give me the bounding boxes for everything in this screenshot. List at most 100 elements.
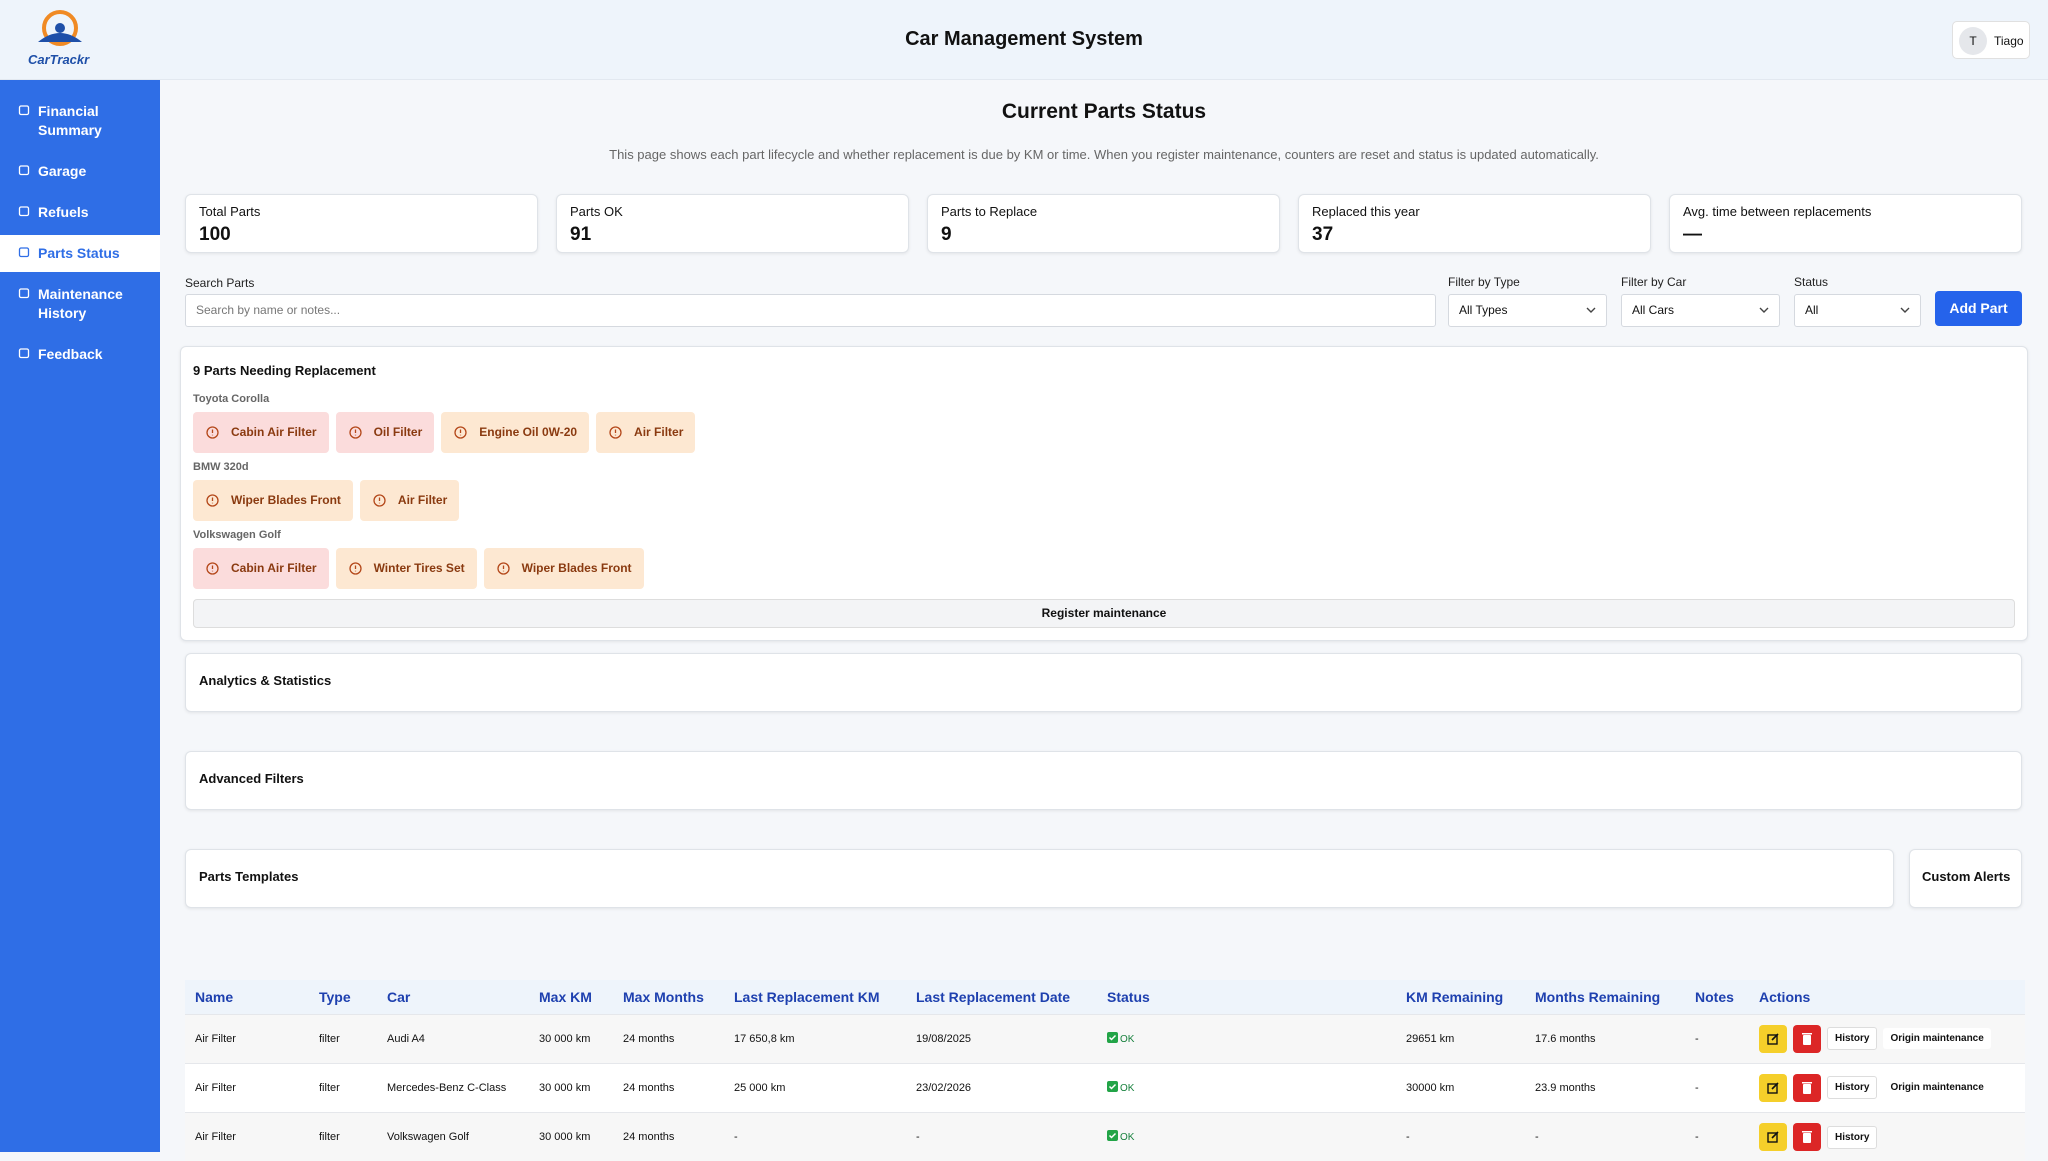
table-cell: 19/08/2025 — [906, 1013, 1097, 1063]
user-menu[interactable]: T Tiago — [1952, 21, 2030, 59]
nav-item[interactable]: Parts Status — [0, 235, 160, 272]
car-name: Toyota Corolla — [193, 393, 270, 405]
column-header: KM Remaining — [1396, 980, 1525, 1014]
templates-section[interactable]: Parts Templates — [185, 849, 1894, 908]
warning-icon — [348, 426, 362, 439]
stat-label: Avg. time between replacements — [1683, 204, 1872, 219]
chip-label: Cabin Air Filter — [231, 561, 317, 575]
car-select[interactable]: All Cars — [1621, 294, 1780, 327]
table-cell: 30 000 km — [529, 1111, 613, 1161]
car-label: Filter by Car — [1621, 275, 1687, 289]
table-cell: filter — [309, 1013, 377, 1063]
delete-button[interactable] — [1793, 1073, 1821, 1102]
nav-icon — [18, 348, 30, 359]
edit-button[interactable] — [1759, 1024, 1787, 1053]
table-cell: - — [724, 1111, 906, 1161]
part-chip[interactable]: Air Filter — [596, 412, 696, 453]
stat-value: — — [1683, 224, 1702, 245]
part-chip[interactable]: Cabin Air Filter — [193, 412, 329, 453]
nav-item[interactable]: Financial Summary — [0, 102, 160, 140]
table-cell: 30000 km — [1396, 1062, 1525, 1112]
sidebar: Financial Summary Garage Refuels Parts Stat… — [0, 80, 160, 1152]
advanced-section[interactable]: Advanced Filters — [185, 751, 2022, 810]
nav-label: Parts Status — [38, 245, 120, 261]
stat-value: 100 — [199, 224, 231, 245]
part-chip[interactable]: Wiper Blades Front — [483, 548, 644, 589]
action-button[interactable]: Origin maintenance — [1883, 1077, 1991, 1099]
table-row: Air Filter filter Audi A4 30 000 km 24 month… — [185, 1013, 2025, 1063]
car-group: Toyota Corolla Cabin Air Filter Oil Filter… — [193, 393, 702, 461]
delete-button[interactable] — [1793, 1024, 1821, 1053]
nav-icon — [18, 105, 30, 116]
part-chip[interactable]: Oil Filter — [335, 412, 435, 453]
nav-icon — [18, 165, 30, 176]
warning-icon — [206, 562, 219, 575]
alerts-section[interactable]: Custom Alerts — [1909, 849, 2022, 908]
column-header: Car — [377, 980, 529, 1014]
table-row: Air Filter filter Volkswagen Golf 30 000 km… — [185, 1111, 2025, 1161]
column-header: Max Months — [613, 980, 724, 1014]
action-button[interactable]: Origin maintenance — [1883, 1028, 1991, 1050]
table-cell: 24 months — [613, 1013, 724, 1063]
warning-icon — [373, 494, 386, 507]
column-header: Months Remaining — [1525, 980, 1685, 1014]
nav-label: Maintenance History — [38, 286, 123, 321]
section-title: Advanced Filters — [199, 771, 304, 786]
add-part-button[interactable]: Add Part — [1935, 291, 2022, 326]
nav-icon — [18, 206, 30, 217]
search-label: Search Parts — [185, 276, 255, 290]
search-input[interactable]: Search by name or notes... — [185, 294, 1436, 327]
edit-icon — [1767, 1032, 1779, 1045]
page-description: This page shows each part lifecycle and … — [609, 147, 1599, 162]
actions-cell: History Origin maintenance — [1749, 1013, 2025, 1063]
section-title: Analytics & Statistics — [199, 673, 332, 688]
table-cell: - — [1685, 1111, 1749, 1161]
table-cell: 24 months — [613, 1062, 724, 1112]
column-header: Last Replacement Date — [906, 980, 1097, 1014]
nav-item[interactable]: Maintenance History — [0, 285, 160, 323]
stat-value: 91 — [570, 224, 592, 245]
chip-label: Wiper Blades Front — [521, 561, 632, 575]
column-header: Name — [185, 980, 309, 1014]
status-label: Status — [1794, 275, 1829, 289]
table-cell: - — [1525, 1111, 1685, 1161]
chevron — [1759, 307, 1769, 313]
actions-cell: History Origin maintenance — [1749, 1062, 2025, 1112]
edit-button[interactable] — [1759, 1073, 1787, 1102]
edit-button[interactable] — [1759, 1122, 1787, 1151]
part-chip[interactable]: Engine Oil 0W-20 — [441, 412, 590, 453]
section-title: Custom Alerts — [1922, 869, 2011, 884]
table-cell: 23/02/2026 — [906, 1062, 1097, 1112]
action-button[interactable]: History — [1827, 1027, 1878, 1051]
table-cell: 23.9 months — [1525, 1062, 1685, 1112]
table-cell: OK — [1097, 1013, 1396, 1063]
nav-label: Garage — [38, 163, 87, 179]
nav-item[interactable]: Feedback — [0, 345, 160, 364]
action-button[interactable]: History — [1827, 1125, 1878, 1149]
stat-label: Parts to Replace — [941, 204, 1038, 219]
delete-button[interactable] — [1793, 1122, 1821, 1151]
nav-item[interactable]: Garage — [0, 162, 160, 181]
warning-icon — [206, 426, 219, 439]
user-avatar: T — [1959, 27, 1987, 55]
part-chip[interactable]: Cabin Air Filter — [193, 548, 329, 589]
register-button[interactable]: Register maintenance — [193, 599, 2015, 628]
nav-item[interactable]: Refuels — [0, 203, 160, 222]
chip-label: Oil Filter — [373, 425, 423, 439]
delete-icon — [1802, 1081, 1812, 1094]
actions-cell: History — [1749, 1111, 2025, 1161]
part-chip[interactable]: Wiper Blades Front — [193, 480, 353, 521]
table-cell: OK — [1097, 1111, 1396, 1161]
ok-icon — [1107, 1032, 1118, 1043]
status-select[interactable]: All — [1794, 294, 1921, 327]
part-chip[interactable]: Winter Tires Set — [335, 548, 477, 589]
chevron — [1900, 307, 1910, 313]
logo-icon — [38, 10, 82, 46]
part-chip[interactable]: Air Filter — [359, 480, 460, 521]
replacement-groups: Toyota Corolla Cabin Air Filter Oil Filter… — [193, 393, 702, 597]
type-select[interactable]: All Types — [1448, 294, 1607, 327]
analytics-section[interactable]: Analytics & Statistics — [185, 653, 2022, 712]
action-button[interactable]: History — [1827, 1076, 1878, 1100]
table-cell: - — [906, 1111, 1097, 1161]
